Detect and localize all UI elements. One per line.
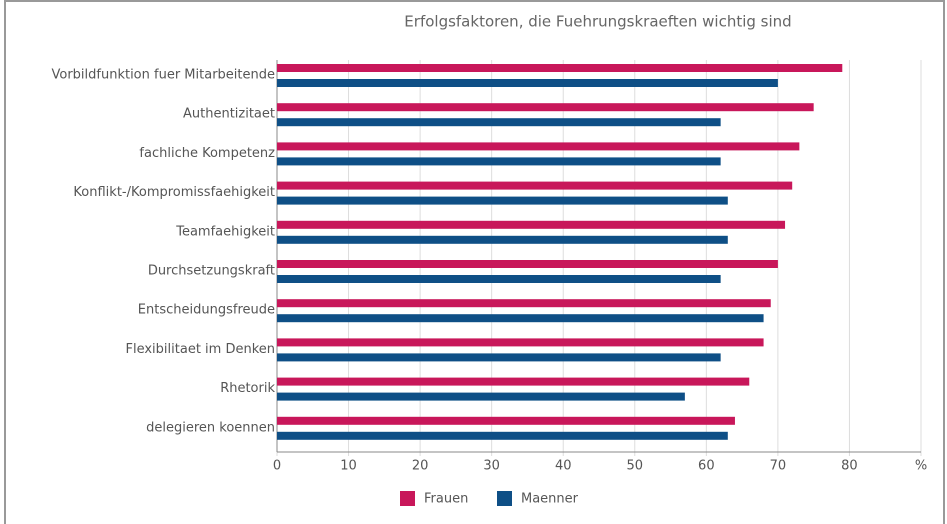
x-tick-label: 80 (841, 459, 858, 474)
legend-swatch (497, 491, 512, 506)
bar (277, 118, 721, 127)
y-tick-label: Authentizitaet (183, 107, 275, 122)
legend-label: Maenner (521, 492, 579, 507)
y-tick-label: Durchsetzungskraft (148, 264, 275, 279)
chart-title: Erfolgsfaktoren, die Fuehrungskraeften w… (404, 13, 791, 31)
x-tick-label: 40 (555, 459, 572, 474)
bar (277, 353, 721, 362)
x-tick-label: % (915, 459, 927, 474)
bar (277, 275, 721, 283)
bar (277, 157, 721, 166)
bar (277, 181, 793, 190)
x-tick-label: 50 (627, 459, 644, 474)
x-tick-label: 30 (483, 459, 500, 474)
x-tick-label: 70 (770, 459, 787, 474)
y-tick-label: Vorbildfunktion fuer Mitarbeitende (51, 68, 275, 83)
y-tick-label: Flexibilitaet im Denken (126, 342, 276, 357)
y-tick-label: Rhetorik (220, 381, 275, 396)
bar (277, 431, 728, 440)
y-tick-label: Entscheidungsfreude (138, 303, 275, 318)
bar (277, 314, 764, 323)
x-tick-label: 60 (698, 459, 715, 474)
y-tick-label: fachliche Kompetenz (139, 146, 275, 161)
bar (277, 103, 814, 112)
bar (277, 220, 786, 229)
bar (277, 416, 735, 425)
bar (277, 235, 728, 244)
bar (277, 196, 728, 205)
frame (4, 0, 945, 524)
bar (277, 64, 843, 72)
y-tick-label: Teamfaehigkeit (175, 224, 275, 239)
legend-label: Frauen (424, 492, 468, 507)
bar (277, 377, 750, 386)
x-tick-label: 10 (340, 459, 357, 474)
bar (277, 142, 800, 151)
x-tick-label: 0 (273, 459, 281, 474)
bar (277, 392, 685, 401)
bar (277, 260, 778, 268)
x-tick-label: 20 (412, 459, 429, 474)
y-tick-label: Konflikt-/Kompromissfaehigkeit (73, 185, 275, 200)
legend-swatch (400, 491, 415, 506)
bar (277, 299, 771, 308)
bar (277, 79, 778, 87)
bar (277, 338, 764, 347)
y-tick-label: delegieren koennen (146, 420, 275, 435)
